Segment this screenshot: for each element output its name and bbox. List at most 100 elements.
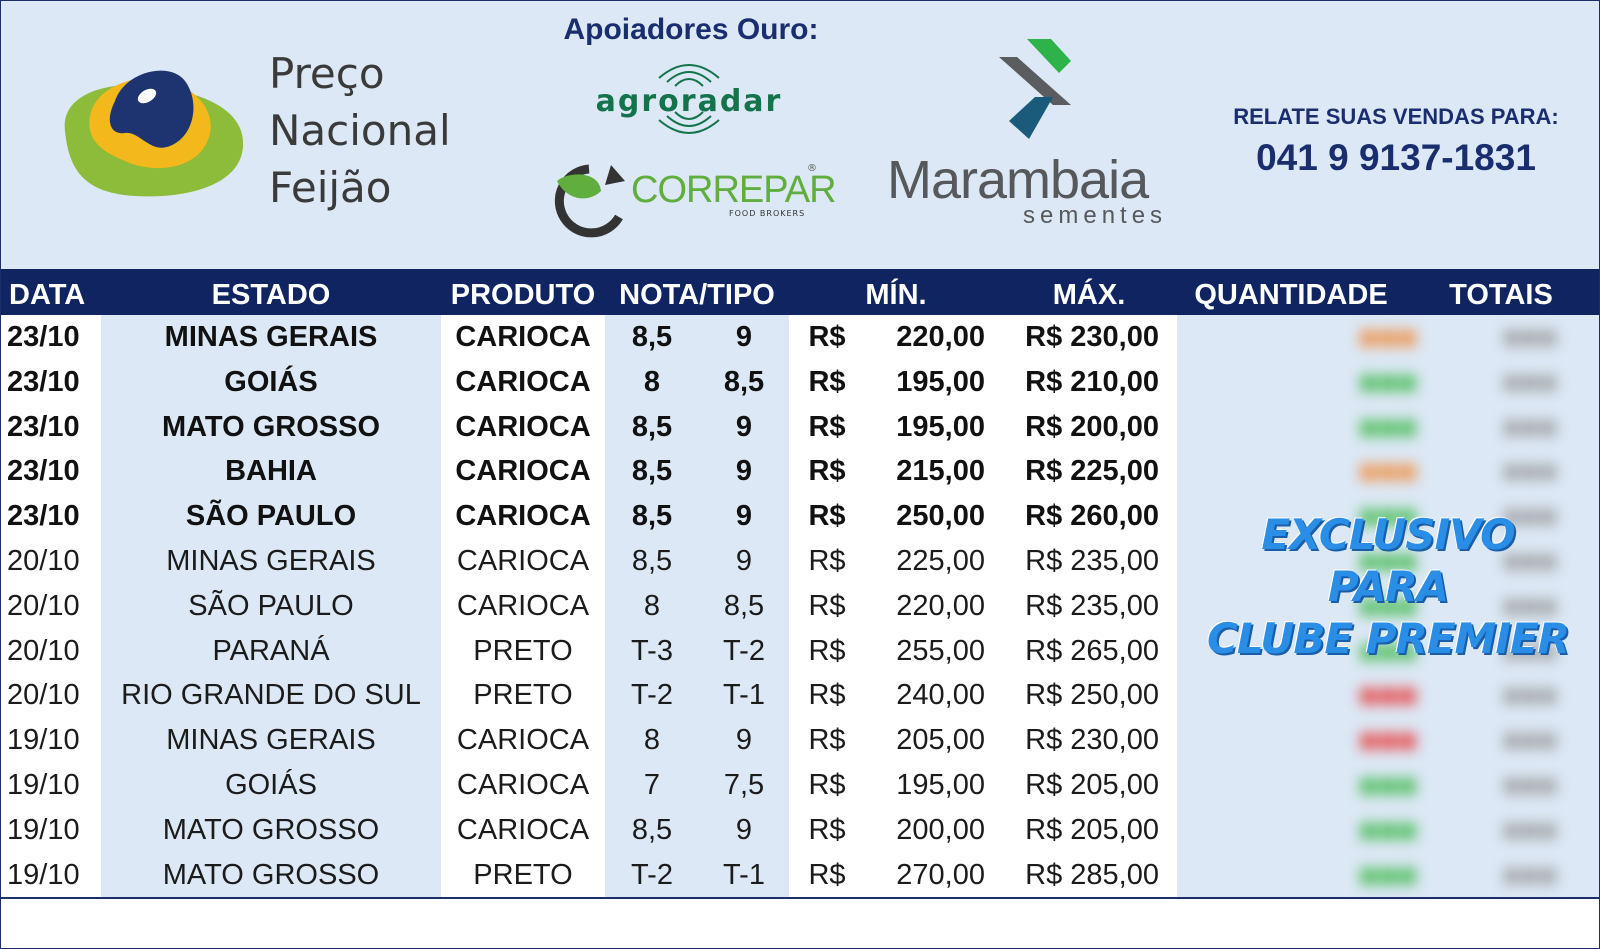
cell-cur: R$ <box>808 589 846 622</box>
col-quantidade: QUANTIDADE <box>1194 279 1388 311</box>
cell-min: 215,00 <box>896 455 985 488</box>
cell-nota2: 8,5 <box>723 365 765 398</box>
cell-produto: CARIOCA <box>455 455 591 488</box>
logo-line2: Nacional <box>269 106 451 155</box>
cell-produto: PRETO <box>473 858 573 891</box>
premium-locked-area[interactable]: ■■■ ■■■ ■■■ ■■■ ■■■ ■■■ ■■■ ■■■ ■■■ ■■■ ■■■ ■■■ ■■■ ■… <box>1177 315 1599 897</box>
blurred-quantity: ■■■ <box>1359 767 1417 803</box>
registered-mark: ® <box>807 163 817 174</box>
marambaia-mark-icon <box>999 39 1071 139</box>
header-banner: Preço Nacional Feijão Apoiadores Ouro: a… <box>1 1 1599 269</box>
contact-phone[interactable]: 041 9 9137-1831 <box>1256 137 1536 178</box>
cell-max: R$ 235,00 <box>1025 589 1159 622</box>
correpar-subtitle: FOOD BROKERS <box>729 209 806 218</box>
sponsors-title: Apoiadores Ouro: <box>563 13 819 46</box>
table-row: 23/10 MATO GROSSO CARIOCA 8,5 9 R$ 195,00 R$ 20… <box>1 405 1177 450</box>
cell-cur: R$ <box>808 634 846 667</box>
cell-nota2: 9 <box>735 455 753 488</box>
cell-max: R$ 260,00 <box>1025 500 1159 533</box>
blurred-total: ■■■ <box>1502 769 1557 802</box>
correpar-logo: CORREPAR FOOD BROKERS ® <box>549 161 837 241</box>
premium-line3: CLUBE PREMIER <box>1207 614 1570 663</box>
cell-max: R$ 205,00 <box>1025 813 1159 846</box>
cell-produto: PRETO <box>473 634 573 667</box>
cell-nota1: 8,5 <box>631 813 673 846</box>
cell-nota2: 9 <box>735 545 753 577</box>
col-nota-bg <box>605 315 789 897</box>
blurred-quantity: ■■■ <box>1359 543 1417 579</box>
cell-cur: R$ <box>808 365 846 398</box>
agroradar-logo: agroradar <box>579 56 799 146</box>
table-row: 23/10 SÃO PAULO CARIOCA 8,5 9 R$ 250,00 R$ 260,… <box>1 494 1177 539</box>
cell-max: R$ 230,00 <box>1025 321 1159 353</box>
table-row: 20/10 PARANÁ PRETO T-3 T-2 R$ 255,00 R$ 265,00 <box>1 629 1177 674</box>
cell-cur: R$ <box>808 858 846 891</box>
cell-min: 220,00 <box>896 589 985 622</box>
cell-min: 205,00 <box>896 724 985 757</box>
table-bottom-border <box>1 897 1599 899</box>
cell-nota2: 9 <box>735 724 753 757</box>
cell-nota1: 8,5 <box>631 321 673 353</box>
blurred-quantity: ■■■ <box>1359 319 1417 355</box>
cell-cur: R$ <box>808 679 846 712</box>
cell-min: 250,00 <box>896 500 985 533</box>
cell-data: 23/10 <box>7 321 80 353</box>
cell-nota1: 8,5 <box>631 410 673 443</box>
cell-estado: MINAS GERAIS <box>166 545 376 577</box>
premium-line2: PARA <box>1327 562 1449 611</box>
cell-max: R$ 265,00 <box>1025 634 1159 667</box>
agroradar-wordmark: agroradar <box>595 84 783 119</box>
cell-estado: SÃO PAULO <box>188 589 354 622</box>
col-estado-bg <box>101 315 441 897</box>
premium-line1: EXCLUSIVO <box>1261 510 1515 559</box>
cell-cur: R$ <box>808 813 846 846</box>
col-price-bg <box>789 315 1177 897</box>
blurred-total: ■■■ <box>1502 410 1557 444</box>
cell-estado: RIO GRANDE DO SUL <box>121 679 421 712</box>
cell-produto: CARIOCA <box>456 589 590 622</box>
cell-data: 23/10 <box>7 410 80 443</box>
cell-max: R$ 230,00 <box>1025 724 1159 757</box>
cell-estado: MINAS GERAIS <box>164 321 378 353</box>
premium-overlay-text: EXCLUSIVO PARA CLUBE PREMIER <box>1177 509 1599 665</box>
table-row: 20/10 RIO GRANDE DO SUL PRETO T-2 T-1 R$ 240,0… <box>1 673 1177 718</box>
logo-line1: Preço <box>269 49 385 98</box>
blurred-values: ■■■ ■■■ ■■■ ■■■ ■■■ ■■■ ■■■ ■■■ ■■■ ■■■ ■■■ ■■■ ■■■ ■… <box>1177 315 1599 897</box>
cell-min: 240,00 <box>896 679 985 712</box>
blurred-quantity: ■■■ <box>1359 498 1417 535</box>
cell-data: 19/10 <box>7 769 80 801</box>
cell-estado: PARANÁ <box>212 634 330 667</box>
col-data: DATA <box>9 279 86 311</box>
cell-produto: CARIOCA <box>456 545 590 577</box>
blurred-total: ■■■ <box>1502 634 1557 668</box>
cell-max: R$ 235,00 <box>1025 545 1159 577</box>
col-produto: PRODUTO <box>450 279 596 311</box>
blurred-quantity: ■■■ <box>1359 632 1417 669</box>
cell-nota2: 8,5 <box>723 589 765 622</box>
cell-cur: R$ <box>808 545 846 577</box>
cell-nota1: 8,5 <box>631 545 673 577</box>
cell-max: R$ 285,00 <box>1025 858 1159 891</box>
cell-produto: CARIOCA <box>455 410 591 443</box>
cell-produto: CARIOCA <box>456 769 590 801</box>
table-row: 23/10 MINAS GERAIS CARIOCA 8,5 9 R$ 220,00 R$ 2… <box>1 315 1177 360</box>
logo-line3: Feijão <box>269 163 392 212</box>
cell-data: 23/10 <box>7 365 80 398</box>
cell-estado: MATO GROSSO <box>161 410 381 443</box>
col-produto-bg <box>441 315 605 897</box>
cell-estado: MATO GROSSO <box>162 858 380 891</box>
cell-produto: CARIOCA <box>455 321 591 353</box>
cell-nota2: 9 <box>735 813 753 846</box>
cell-nota2: 9 <box>735 410 753 443</box>
blurred-total: ■■■ <box>1502 724 1557 758</box>
col-min: MÍN. <box>865 279 927 311</box>
cell-nota2: 7,5 <box>723 769 765 801</box>
cell-data: 23/10 <box>7 500 80 533</box>
blurred-quantity: ■■■ <box>1359 856 1417 893</box>
cell-produto: CARIOCA <box>456 813 590 846</box>
cell-min: 270,00 <box>896 858 985 891</box>
cell-data: 20/10 <box>7 545 80 577</box>
cell-data: 20/10 <box>7 679 80 712</box>
cell-estado: BAHIA <box>225 455 317 488</box>
